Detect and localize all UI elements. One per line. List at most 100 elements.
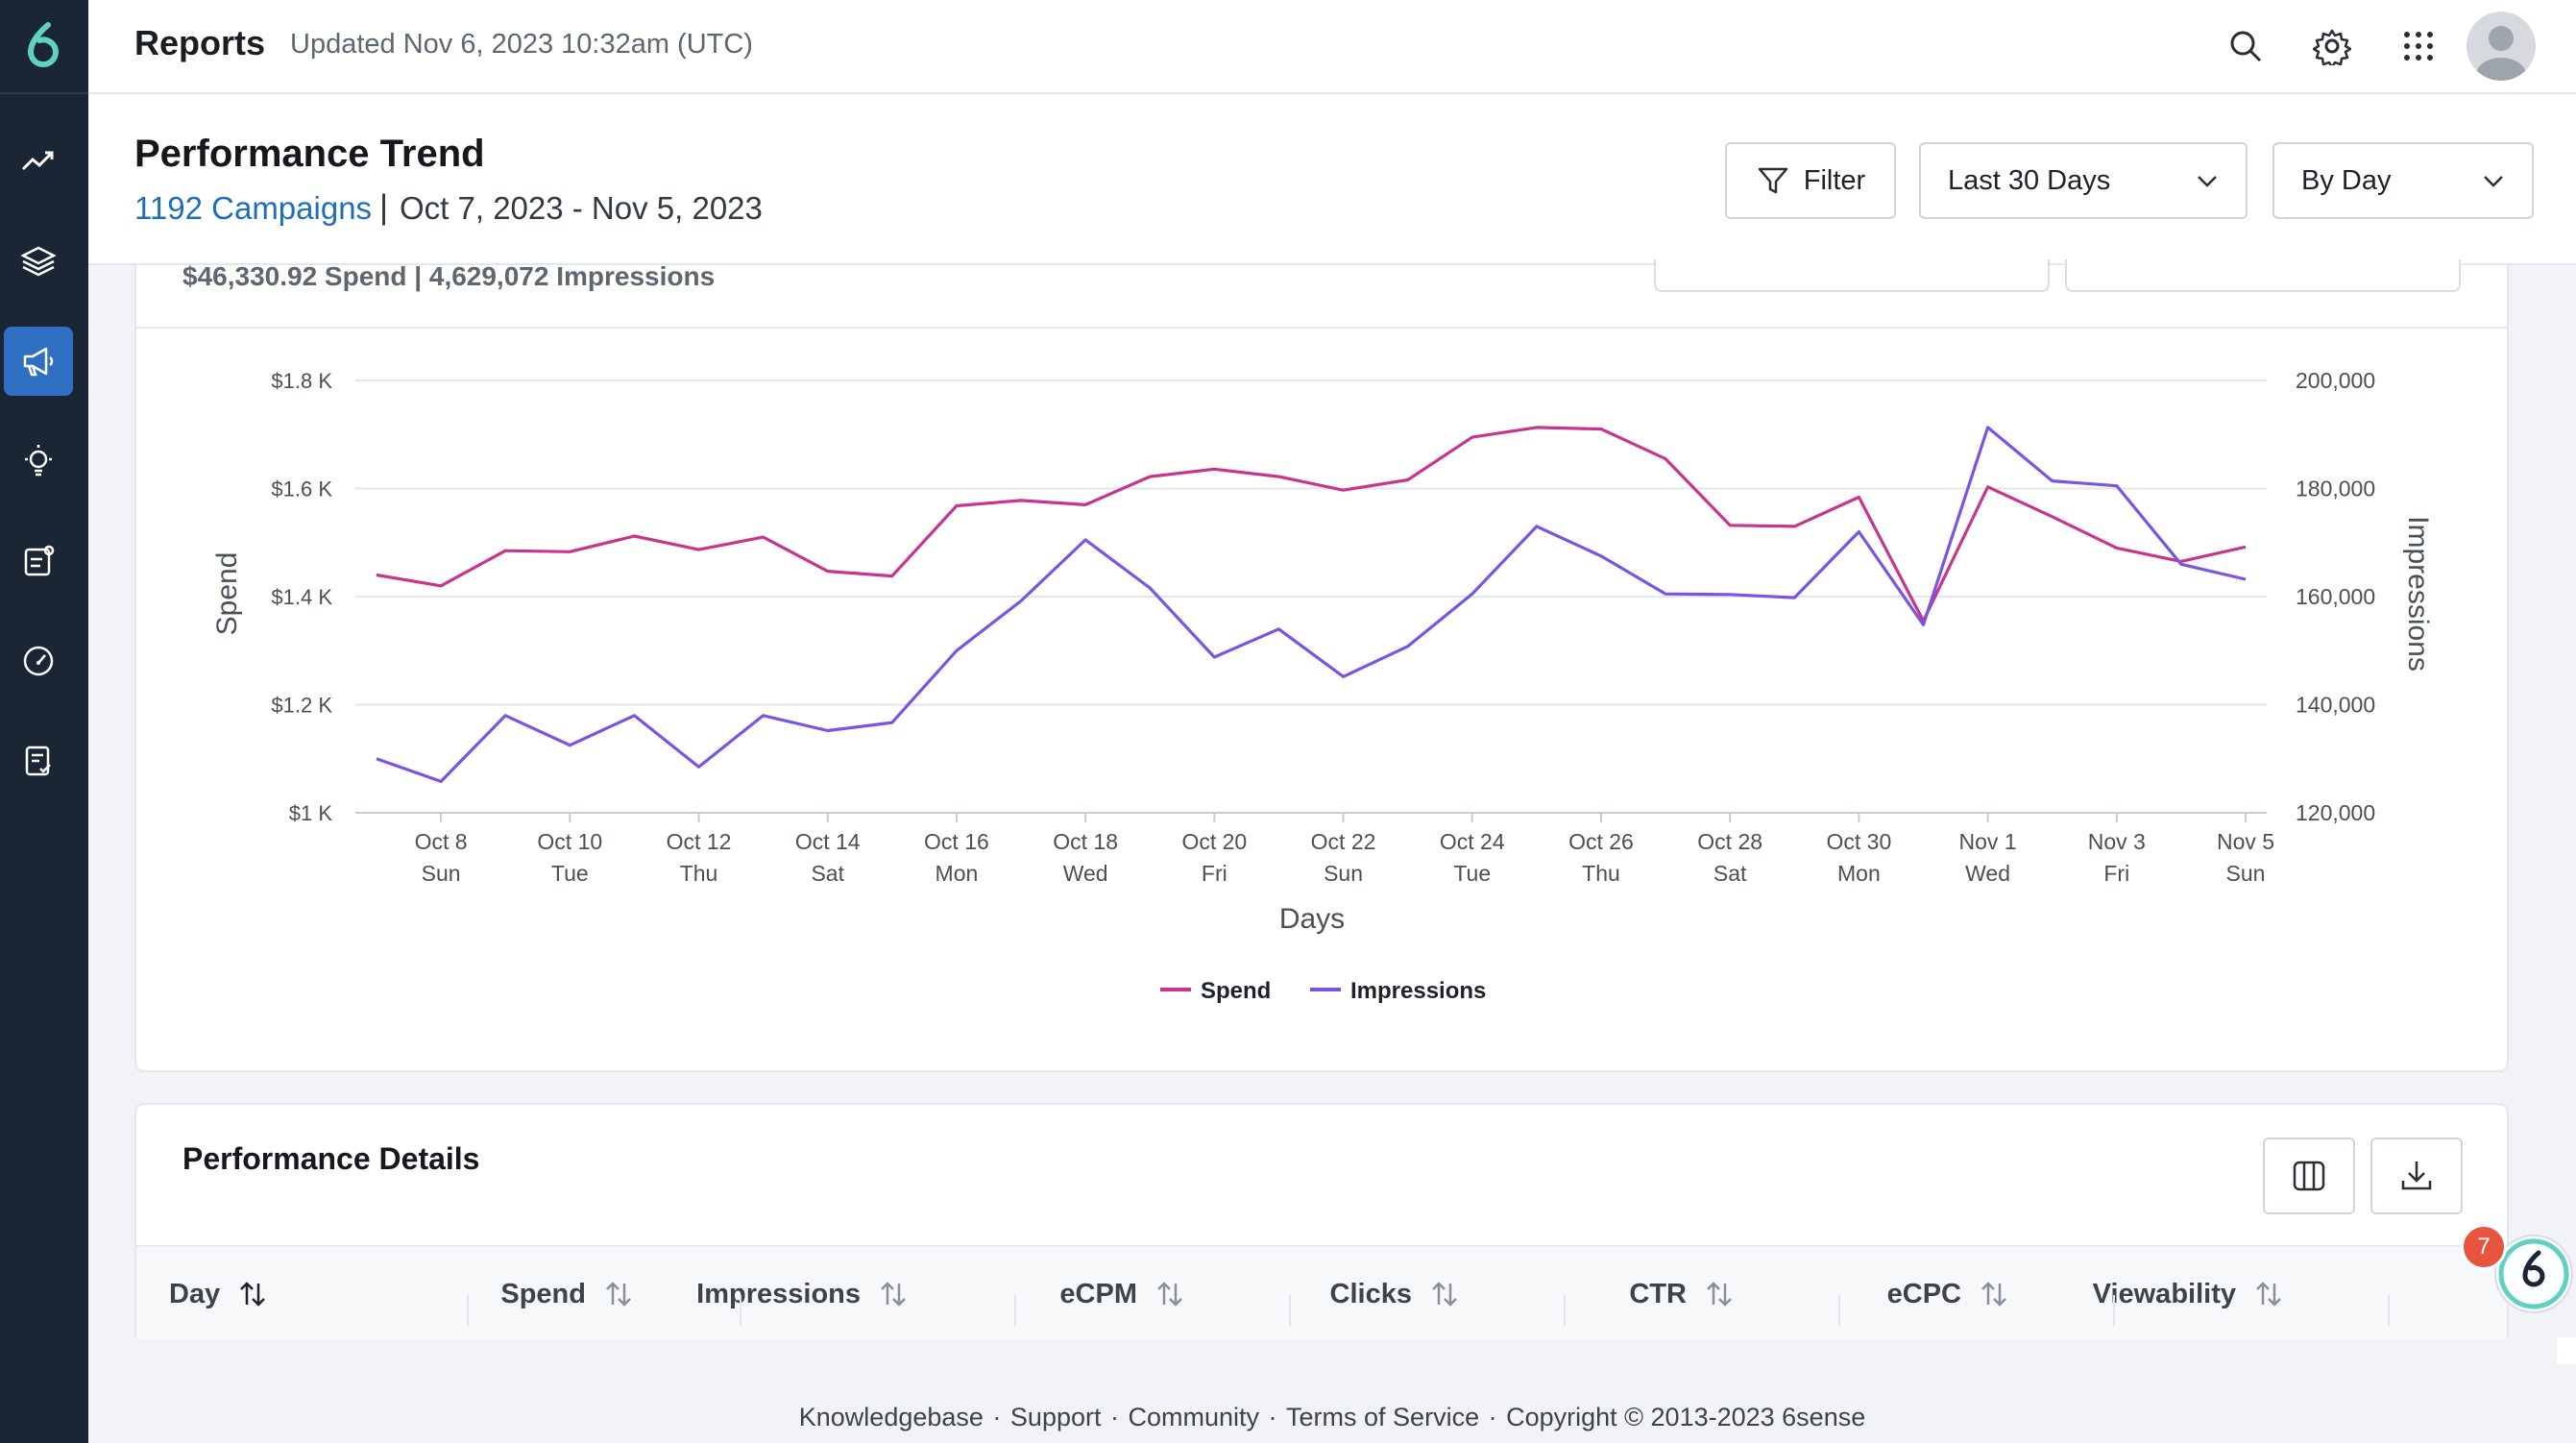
x-tick-day-label: Fri — [1202, 861, 1227, 886]
sidebar-item-dashboard[interactable] — [4, 626, 73, 696]
column-header-spend[interactable]: Spend — [417, 1247, 634, 1341]
column-header-ecpm[interactable]: eCPM — [976, 1247, 1185, 1341]
series-line-impressions — [376, 426, 2247, 783]
date-range: Oct 7, 2023 - Nov 5, 2023 — [400, 190, 763, 226]
column-header-viewability[interactable]: Viewability — [2050, 1247, 2284, 1341]
page-section-title: Reports — [134, 23, 266, 62]
column-header-clicks[interactable]: Clicks — [1251, 1247, 1460, 1341]
gear-icon[interactable] — [2307, 21, 2357, 71]
campaigns-link[interactable]: 1192 Campaigns — [134, 190, 373, 226]
y-left-tick-label: $1.4 K — [271, 585, 332, 609]
footer-link-support[interactable]: Support — [1009, 1403, 1102, 1431]
report-edit-icon — [24, 545, 55, 576]
metric-select-left[interactable] — [1654, 259, 2050, 292]
performance-chart: $1 K $1.2 K $1.4 K $1.6 K $1.8 K 120,000 140,… — [211, 368, 2434, 1004]
x-tick-day-label: Sun — [2226, 861, 2266, 886]
column-separator[interactable] — [2388, 1295, 2390, 1326]
column-separator[interactable] — [740, 1295, 741, 1326]
avatar[interactable] — [2467, 12, 2536, 81]
sort-icon[interactable] — [1704, 1279, 1735, 1309]
x-tick-label: Oct 10 — [537, 829, 602, 854]
layers-icon — [20, 246, 57, 277]
x-tick-day-label: Sun — [422, 861, 461, 886]
sidebar-item-reports[interactable] — [4, 526, 73, 596]
sidebar-item-layers[interactable] — [4, 227, 73, 296]
period-select[interactable]: Last 30 Days — [1919, 142, 2248, 219]
y-axis-left-label: Spend — [211, 552, 243, 636]
chevron-down-icon — [2484, 176, 2503, 187]
filter-icon — [1758, 167, 1788, 194]
x-tick-label: Oct 30 — [1826, 829, 1891, 854]
chevron-down-icon — [2198, 176, 2217, 187]
checklist-icon — [25, 746, 51, 776]
x-tick-label: Oct 26 — [1568, 829, 1634, 854]
footer-link-community[interactable]: Community — [1128, 1403, 1260, 1431]
y-right-tick-label: 200,000 — [2296, 368, 2375, 393]
column-separator[interactable] — [1838, 1295, 1840, 1326]
x-tick-label: Oct 22 — [1311, 829, 1376, 854]
sidebar — [0, 0, 88, 1443]
x-tick-day-label: Sat — [811, 861, 844, 886]
download-button[interactable] — [2370, 1137, 2463, 1214]
y-right-tick-label: 160,000 — [2296, 584, 2375, 609]
x-tick-day-label: Wed — [1063, 861, 1108, 886]
filter-button[interactable]: Filter — [1725, 142, 1896, 219]
y-left-tick-label: $1.6 K — [271, 477, 332, 501]
sort-icon[interactable] — [237, 1279, 268, 1309]
y-right-tick-label: 140,000 — [2296, 693, 2375, 718]
column-header-label: Impressions — [696, 1278, 861, 1309]
column-header-label: eCPM — [1059, 1278, 1137, 1309]
footer-link-terms[interactable]: Terms of Service — [1286, 1403, 1480, 1431]
sort-icon[interactable] — [2253, 1279, 2284, 1309]
search-icon[interactable] — [2221, 21, 2271, 71]
footer-link-knowledgebase[interactable]: Knowledgebase — [798, 1403, 984, 1431]
column-header-ctr[interactable]: CTR — [1525, 1247, 1735, 1341]
legend-label: Impressions — [1350, 978, 1486, 1004]
x-tick-label: Oct 8 — [415, 829, 468, 854]
app-logo-icon[interactable] — [0, 0, 88, 94]
column-separator[interactable] — [1564, 1295, 1566, 1326]
assistant-widget[interactable] — [2491, 1224, 2576, 1324]
sidebar-item-trends[interactable] — [4, 127, 73, 196]
trend-icon — [21, 151, 54, 171]
top-bar: Reports Updated Nov 6, 2023 10:32am (UTC… — [88, 0, 2576, 94]
column-header-impressions[interactable]: Impressions — [665, 1247, 909, 1341]
x-tick-label: Nov 3 — [2088, 829, 2146, 854]
x-tick-day-label: Thu — [1582, 861, 1620, 886]
x-tick-label: Nov 1 — [1959, 829, 2017, 854]
column-separator[interactable] — [2113, 1295, 2115, 1326]
performance-trend-card — [134, 265, 2509, 1072]
x-tick-day-label: Tue — [1453, 861, 1491, 886]
details-table-header: Day Spend Impressions eCPM Clicks CTR eCPC View… — [136, 1245, 2507, 1339]
x-tick-day-label: Mon — [936, 861, 979, 886]
x-tick-label: Oct 18 — [1053, 829, 1118, 854]
column-separator[interactable] — [467, 1295, 469, 1326]
sidebar-item-campaigns[interactable] — [4, 327, 73, 396]
summary-totals: $46,330.92 Spend | 4,629,072 Impressions — [182, 261, 716, 291]
details-title: Performance Details — [182, 1141, 480, 1176]
sidebar-item-tasks[interactable] — [4, 726, 73, 795]
report-header: Performance Trend 1192 Campaigns | Oct 7… — [88, 94, 2576, 265]
sort-icon[interactable] — [603, 1279, 634, 1309]
columns-button[interactable] — [2263, 1137, 2355, 1214]
sort-icon[interactable] — [878, 1279, 909, 1309]
apps-grid-icon[interactable] — [2394, 21, 2443, 71]
sort-icon[interactable] — [1979, 1279, 2009, 1309]
megaphone-icon — [23, 347, 54, 377]
sidebar-item-insights[interactable] — [4, 427, 73, 496]
metric-select-right[interactable] — [2065, 259, 2461, 292]
x-tick-label: Oct 24 — [1440, 829, 1505, 854]
sort-icon[interactable] — [1154, 1279, 1185, 1309]
column-separator[interactable] — [1014, 1295, 1016, 1326]
granularity-select[interactable]: By Day — [2272, 142, 2534, 219]
x-tick-day-label: Sat — [1713, 861, 1747, 886]
column-header-ecpc[interactable]: eCPC — [1800, 1247, 2009, 1341]
column-header-label: Viewability — [2092, 1278, 2236, 1309]
column-separator[interactable] — [1289, 1295, 1291, 1326]
sort-icon[interactable] — [1429, 1279, 1460, 1309]
header-separator: | — [379, 188, 389, 226]
x-tick-day-label: Thu — [680, 861, 718, 886]
x-tick-day-label: Tue — [551, 861, 589, 886]
column-header-day[interactable]: Day — [169, 1247, 419, 1341]
page-title: Performance Trend — [134, 133, 485, 175]
